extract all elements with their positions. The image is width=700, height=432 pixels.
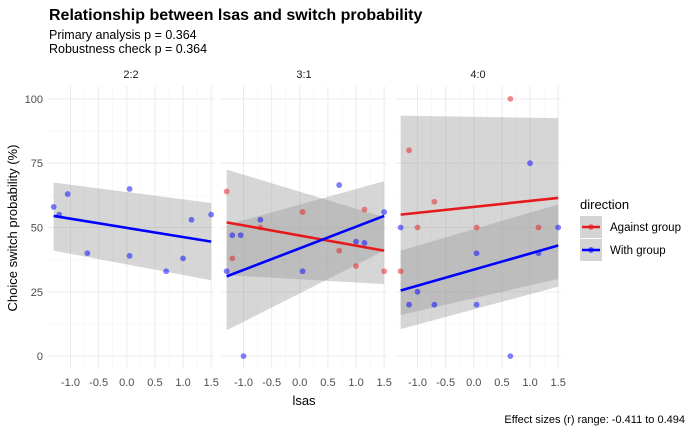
y-tick-label: 75 (31, 158, 43, 170)
data-point (336, 182, 343, 188)
data-point (507, 353, 514, 360)
data-point (507, 95, 514, 102)
x-tick-label: 0.5 (147, 377, 162, 389)
x-tick-label: -1.0 (61, 377, 80, 389)
regression-line (226, 214, 385, 278)
legend-label: With group (610, 245, 666, 257)
chart-subtitle-line-1: Primary analysis p = 0.364 (49, 28, 197, 42)
facet-panel-4-0: 4:0 -1.0 -0.5 0.0 0.5 1.0 1.5 (395, 69, 566, 389)
regression-line (400, 196, 559, 216)
data-point (257, 216, 264, 223)
data-point (361, 240, 368, 246)
data-point (397, 268, 404, 275)
facet-strip-label: 3:1 (296, 69, 311, 81)
data-point (406, 147, 412, 154)
data-point (535, 224, 542, 231)
data-point (163, 268, 170, 275)
confidence-band (53, 182, 212, 281)
legend-title: direction (580, 197, 629, 212)
data-point (223, 188, 230, 195)
x-tick-label: -1.0 (234, 377, 253, 389)
x-tick-label: 0.5 (494, 377, 509, 389)
x-tick-label: 0.0 (119, 377, 134, 389)
data-point (353, 263, 359, 269)
confidence-band (400, 115, 559, 315)
data-point (84, 250, 91, 257)
facet-strip-label: 2:2 (123, 69, 138, 81)
facet-strip-label: 4:0 (470, 69, 485, 81)
y-tick-label: 0 (37, 351, 43, 363)
y-axis-label: Choice switch probability (%) (5, 145, 20, 312)
legend-items: Against group With group (580, 216, 681, 261)
data-point (381, 209, 388, 215)
legend: direction Against group With group (580, 197, 681, 261)
facet-panel-2-2: 2:2 -1.0 -0.5 0.0 0.5 1.0 1.5 (48, 69, 219, 389)
x-tick-label: 1.5 (204, 377, 219, 389)
data-point (431, 301, 438, 308)
y-tick-label: 50 (31, 223, 43, 235)
data-point (361, 206, 368, 213)
data-point (223, 268, 230, 275)
data-point (229, 232, 236, 239)
y-tick-label: 25 (31, 287, 43, 299)
facet-panel-3-1: 3:1 -1.0 -0.5 0.0 0.5 1.0 1.5 (221, 69, 392, 389)
data-point (431, 198, 438, 205)
x-tick-label: 0.5 (320, 377, 335, 389)
data-point (414, 288, 421, 295)
x-tick-label: 1.5 (551, 377, 566, 389)
legend-label: Against group (610, 222, 681, 234)
x-tick-label: 0.0 (292, 377, 307, 389)
data-point (299, 209, 306, 215)
x-tick-label: 1.5 (377, 377, 392, 389)
regression-line (226, 221, 385, 252)
data-point (50, 204, 57, 210)
x-tick-label: -0.5 (436, 377, 455, 389)
chart-title: Relationship between lsas and switch pro… (49, 7, 423, 24)
data-point (188, 216, 195, 223)
data-point (240, 353, 247, 360)
regression-line (53, 214, 212, 243)
x-tick-label: 1.0 (348, 377, 363, 389)
data-point (353, 238, 359, 245)
data-point (414, 224, 421, 231)
x-tick-label: 0.0 (466, 377, 481, 389)
data-point (336, 247, 343, 254)
data-point (299, 268, 306, 275)
data-point (473, 301, 480, 308)
data-point (527, 160, 533, 167)
x-tick-label: -0.5 (262, 377, 281, 389)
data-point (406, 301, 412, 308)
data-point (555, 224, 562, 231)
confidence-band (226, 181, 385, 331)
legend-key-point (588, 247, 594, 253)
data-point (208, 211, 215, 218)
facet-panels: 2:2 -1.0 -0.5 0.0 0.5 1.0 1.5 3:1 -1.0 -0.5 0.0 0.5… (48, 69, 566, 389)
x-axis-label: lsas (292, 393, 316, 408)
data-point (381, 268, 388, 275)
data-point (180, 255, 186, 262)
regression-line (400, 244, 559, 292)
data-point (237, 232, 244, 239)
confidence-band (226, 169, 385, 285)
data-point (126, 186, 133, 192)
data-point (473, 250, 480, 257)
data-point (473, 224, 480, 231)
y-tick-label: 100 (25, 94, 43, 106)
x-tick-label: 1.0 (175, 377, 190, 389)
data-point (64, 191, 71, 197)
chart-caption: Effect sizes (r) range: -0.411 to 0.494 (504, 414, 685, 426)
x-tick-label: -0.5 (89, 377, 108, 389)
data-point (229, 255, 236, 262)
data-point (397, 224, 404, 231)
y-axis: 0 25 50 75 100 (25, 94, 43, 363)
chart-subtitle-line-2: Robustness check p = 0.364 (49, 42, 207, 56)
x-tick-label: 1.0 (522, 377, 537, 389)
legend-key-point (588, 224, 594, 230)
x-tick-label: -1.0 (408, 377, 427, 389)
data-point (126, 252, 133, 259)
